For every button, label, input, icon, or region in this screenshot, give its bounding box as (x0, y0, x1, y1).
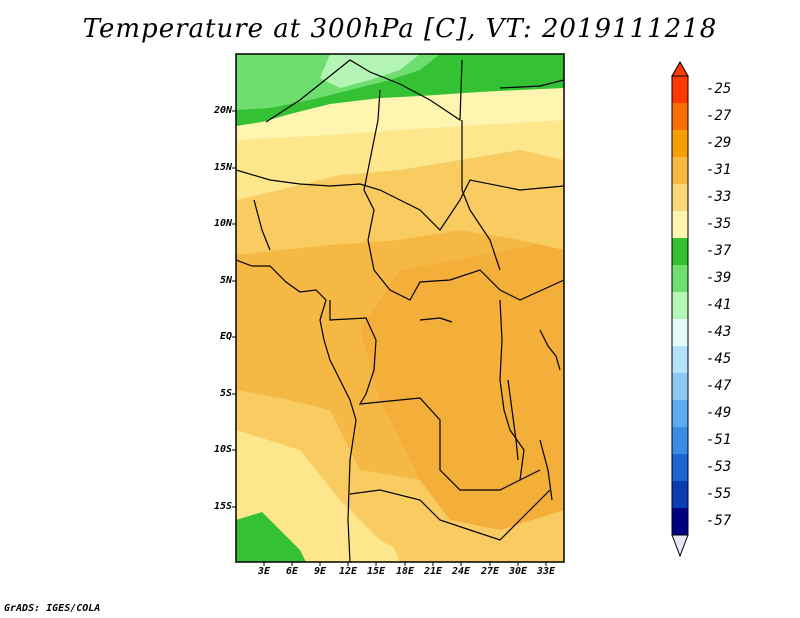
colorbar-swatch (672, 427, 688, 454)
colorbar-frame (671, 75, 689, 536)
colorbar-swatch (672, 292, 688, 319)
colorbar-label: -47 (706, 378, 732, 394)
colorbar-swatch (672, 265, 688, 292)
colorbar (671, 60, 689, 558)
lat-label: 15S (213, 501, 232, 512)
lat-ticks (232, 110, 236, 508)
colorbar-swatch (672, 157, 688, 184)
map-title: Temperature at 300hPa [C], VT: 201911121… (82, 14, 718, 44)
lat-label: 10S (213, 444, 232, 455)
colorbar-bottom-arrow (671, 534, 689, 558)
colorbar-label: -33 (706, 189, 732, 205)
colorbar-swatch (672, 319, 688, 346)
colorbar-label: -37 (706, 243, 732, 259)
colorbar-label: -29 (706, 135, 732, 151)
colorbar-label: -39 (706, 270, 732, 286)
border-sudan (461, 120, 501, 271)
colorbar-swatch (672, 211, 688, 238)
field-green-light (320, 54, 420, 88)
border-south (349, 489, 551, 541)
lon-label: 12E (338, 566, 358, 577)
border-northeast (499, 79, 564, 89)
colorbar-label: -49 (706, 405, 732, 421)
lat-label: 15N (213, 162, 232, 173)
colorbar-swatch (672, 373, 688, 400)
colorbar-swatch (672, 346, 688, 373)
colorbar-label: -55 (706, 486, 732, 502)
lon-label: 9E (313, 566, 327, 577)
river-congo (419, 317, 453, 323)
field-east (360, 240, 564, 562)
colorbar-label: -27 (706, 108, 732, 124)
border-central (363, 89, 564, 301)
colorbar-label: -45 (706, 351, 732, 367)
colorbar-swatch (672, 130, 688, 157)
coastline-west (236, 259, 357, 562)
lake-tanganyika (507, 379, 519, 461)
temperature-field (236, 54, 564, 562)
lon-label: 33E (536, 566, 556, 577)
colorbar-swatch (672, 400, 688, 427)
colorbar-swatch (672, 238, 688, 265)
lon-label: 27E (480, 566, 500, 577)
colorbar-label: -25 (706, 81, 732, 97)
colorbar-swatch (672, 103, 688, 130)
lake-victoria (539, 329, 561, 371)
colorbar-top-arrow (671, 60, 689, 77)
colorbar-swatch (672, 481, 688, 508)
lon-label: 21E (423, 566, 443, 577)
lat-label: 20N (213, 105, 232, 116)
lat-label: 10N (213, 218, 232, 229)
lon-label: 18E (395, 566, 415, 577)
lon-label: 30E (508, 566, 528, 577)
border-east-lakes (499, 299, 525, 481)
lat-label: 5S (219, 388, 232, 399)
border-north (265, 59, 463, 123)
border-westcoast (253, 199, 271, 251)
colorbar-label: -35 (706, 216, 732, 232)
lon-label: 15E (366, 566, 386, 577)
lat-label: 5N (219, 275, 232, 286)
lon-label: 24E (451, 566, 471, 577)
colorbar-label: -57 (706, 513, 732, 529)
field-southwest-yellow (236, 430, 420, 562)
country-borders (236, 59, 564, 562)
colorbar-swatch (672, 76, 688, 103)
colorbar-label: -31 (706, 162, 732, 178)
colorbar-label: -51 (706, 432, 732, 448)
colorbar-swatch (672, 454, 688, 481)
border-congo (329, 300, 541, 491)
border-sahel (236, 169, 564, 231)
colorbar-label: -53 (706, 459, 732, 475)
lon-ticks (263, 562, 547, 566)
colorbar-label: -43 (706, 324, 732, 340)
lat-label: EQ (219, 331, 232, 342)
map-frame (235, 53, 565, 563)
lon-label: 6E (285, 566, 299, 577)
lon-label: 3E (257, 566, 271, 577)
colorbar-label: -41 (706, 297, 732, 313)
colorbar-swatches (672, 76, 688, 535)
field-green-southwest (236, 512, 306, 562)
colorbar-swatch (672, 184, 688, 211)
footer-credit: GrADS: IGES/COLA (4, 603, 101, 614)
lake-malawi (539, 439, 553, 501)
colorbar-swatch (672, 508, 688, 535)
field-south (360, 470, 564, 562)
